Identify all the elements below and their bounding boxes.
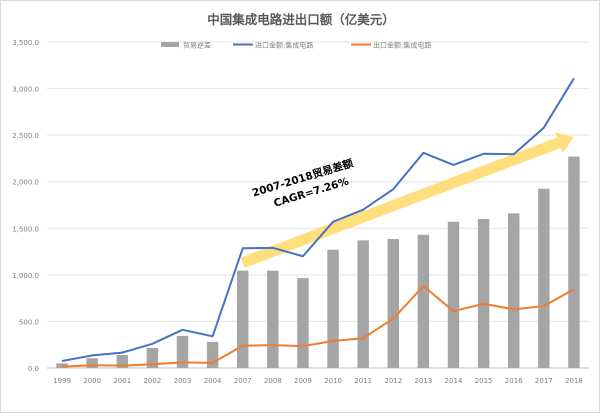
x-tick-label: 2007 [234,377,252,385]
x-tick-label: 2012 [384,377,402,385]
y-tick-label: 1,000.0 [12,272,39,280]
x-tick-label: 2000 [83,377,101,385]
x-tick-label: 2001 [113,377,131,385]
y-tick-label: 0.0 [28,365,39,373]
bar [207,342,218,368]
x-tick-label: 2015 [475,377,493,385]
legend-label: 进口金额:集成电路 [255,41,313,50]
series-line [62,78,574,361]
y-tick-label: 3,000.0 [12,86,39,94]
series-line [62,286,574,367]
bar [568,157,579,368]
x-tick-label: 2017 [535,377,553,385]
y-tick-label: 500.0 [19,318,39,326]
x-tick-label: 2008 [264,377,282,385]
y-tick-label: 1,500.0 [12,225,39,233]
y-tick-label: 2,500.0 [12,132,39,140]
x-tick-label: 2016 [505,377,523,385]
x-tick-label: 2011 [354,377,372,385]
y-tick-label: 3,500.0 [12,39,39,47]
y-tick-label: 2,000.0 [12,179,39,187]
bar [478,219,489,368]
x-tick-label: 2004 [204,377,222,385]
bar [267,271,278,368]
x-tick-label: 2018 [565,377,583,385]
x-tick-label: 2013 [414,377,432,385]
x-tick-label: 2014 [445,377,463,385]
bar [357,240,368,368]
legend-label: 出口金额:集成电路 [373,41,431,50]
chart-title: 中国集成电路进出口额（亿美元） [207,12,395,27]
bar [418,235,429,368]
x-tick-label: 1999 [53,377,71,385]
bar [538,189,549,368]
bar [327,250,338,368]
bar [297,278,308,368]
bar [237,271,248,368]
x-tick-label: 2003 [174,377,192,385]
legend-label: 贸易逆差 [183,41,211,50]
bar [508,213,519,368]
bar [86,358,97,368]
x-tick-label: 2010 [324,377,342,385]
legend-swatch [161,42,179,47]
bar [448,222,459,368]
bar [388,239,399,368]
x-tick-label: 2009 [294,377,312,385]
x-tick-label: 2002 [143,377,161,385]
